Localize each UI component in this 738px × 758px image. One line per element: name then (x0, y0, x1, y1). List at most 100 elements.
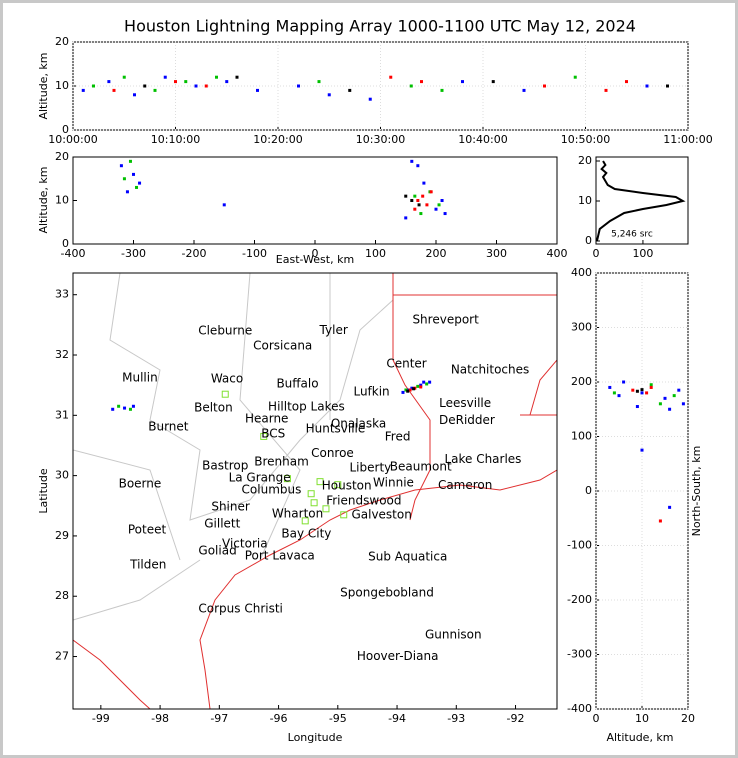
city-label: Center (386, 357, 426, 371)
y-tick-label: 0 (62, 237, 69, 250)
city-label: Hoover-Diana (357, 649, 439, 663)
y-tick-label: -200 (567, 593, 592, 606)
station-marker (322, 505, 330, 513)
city-label: Burnet (148, 419, 189, 433)
source-point (413, 194, 417, 198)
x-axis-label: East-West, km (276, 253, 354, 266)
source-point (522, 88, 526, 92)
x-tick-label: -100 (242, 247, 267, 260)
source-point (215, 75, 218, 79)
city-label: Shiner (211, 499, 250, 513)
x-tick-label: 0 (312, 247, 319, 260)
source-point (440, 199, 444, 202)
city-label: Hilltop Lakes (268, 399, 345, 413)
source-point (677, 388, 681, 392)
city-label: Lake Charles (444, 452, 521, 466)
city-label: La Grange (229, 471, 291, 485)
y-tick-label: 400 (571, 266, 592, 279)
x-tick-label: -96 (270, 712, 288, 725)
x-tick-label: 10:20:00 (253, 133, 302, 146)
source-point (658, 519, 662, 523)
source-point (419, 212, 423, 216)
y-tick-label: 0 (585, 484, 592, 497)
source-point (443, 212, 447, 216)
source-point (112, 88, 116, 92)
station-marker (310, 499, 318, 507)
y-tick-label: 32 (55, 348, 69, 361)
source-point (461, 80, 464, 84)
source-point (128, 407, 132, 411)
city-label: Poteet (128, 522, 167, 536)
source-point (406, 389, 410, 393)
y-axis-label: Latitude (37, 468, 50, 514)
source-point (666, 84, 669, 88)
source-point (645, 391, 649, 395)
source-point (422, 380, 426, 384)
city-label: Belton (194, 401, 233, 415)
city-label: Spongebobland (340, 586, 434, 600)
city-label: Cameron (438, 478, 492, 492)
source-point (163, 75, 167, 79)
city-label: Corpus Christi (198, 601, 283, 615)
city-label: Bay City (281, 527, 331, 541)
source-point (117, 404, 121, 408)
source-point (425, 203, 429, 207)
city-label: Friendswood (326, 493, 401, 507)
source-point (404, 388, 408, 392)
y-tick-label: 33 (55, 288, 69, 301)
station-marker (260, 432, 268, 440)
x-tick-label: 100 (365, 247, 386, 260)
source-point (649, 385, 653, 389)
source-point (404, 216, 408, 220)
y-tick-label: 28 (55, 589, 69, 602)
y-tick-label: 20 (55, 150, 69, 163)
source-point (235, 75, 239, 79)
city-label: BCS (261, 427, 285, 441)
station-marker (283, 475, 291, 483)
x-tick-label: 20 (681, 712, 695, 725)
source-point (420, 80, 423, 84)
city-label: Tilden (129, 557, 166, 571)
city-label: Columbus (242, 483, 302, 497)
source-point (640, 391, 644, 395)
y-tick-label: -400 (567, 702, 592, 715)
y-tick-label: 300 (571, 321, 592, 334)
y-tick-label: 29 (55, 529, 69, 542)
source-point (604, 88, 608, 92)
source-point (107, 80, 111, 84)
source-point (138, 181, 142, 185)
source-point (125, 190, 129, 194)
x-tick-label: -98 (151, 712, 169, 725)
city-label: Leesville (439, 396, 491, 410)
y-tick-label: 0 (585, 234, 592, 247)
source-point (368, 97, 372, 101)
city-label: Buffalo (276, 376, 318, 390)
x-tick-label: -94 (388, 712, 406, 725)
city-label: Waco (211, 372, 243, 386)
source-point (128, 159, 132, 163)
source-point (631, 388, 635, 392)
source-point (437, 203, 441, 207)
x-tick-label: 10 (635, 712, 649, 725)
x-tick-label: 100 (632, 247, 653, 260)
source-point (410, 159, 414, 163)
source-point (174, 80, 177, 84)
station-marker (307, 490, 315, 498)
y-tick-label: 200 (571, 375, 592, 388)
y-tick-label: 20 (55, 35, 69, 48)
station-marker (221, 390, 229, 398)
source-point (612, 391, 616, 395)
city-label: Hearne (245, 411, 288, 425)
city-label: Houston (322, 478, 372, 492)
source-point (92, 84, 95, 88)
source-point (416, 199, 420, 202)
city-label: Boerne (119, 477, 162, 491)
source-point (625, 80, 628, 84)
source-point (422, 181, 426, 185)
source-point (133, 93, 136, 97)
source-point (410, 199, 414, 202)
source-point (81, 88, 85, 92)
source-point (153, 88, 157, 92)
